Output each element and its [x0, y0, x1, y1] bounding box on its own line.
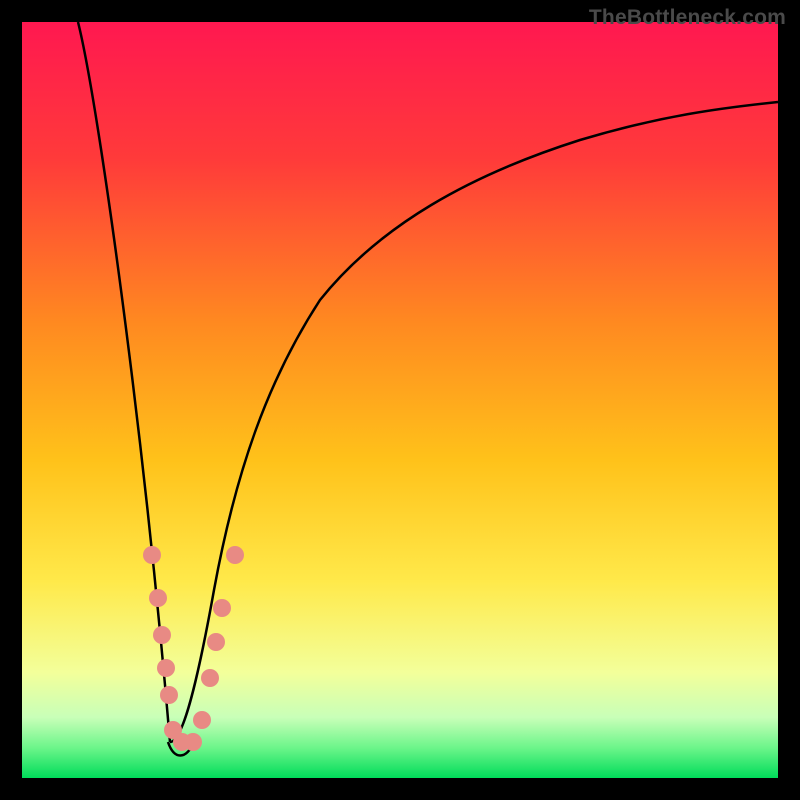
data-marker [149, 589, 167, 607]
data-marker [201, 669, 219, 687]
data-marker [207, 633, 225, 651]
data-marker [213, 599, 231, 617]
data-marker [226, 546, 244, 564]
data-marker [160, 686, 178, 704]
chart-canvas: TheBottleneck.com [0, 0, 800, 800]
data-marker [153, 626, 171, 644]
data-marker [143, 546, 161, 564]
data-marker [193, 711, 211, 729]
data-marker [184, 733, 202, 751]
data-marker [157, 659, 175, 677]
watermark-text: TheBottleneck.com [589, 6, 786, 30]
right-curve [170, 102, 778, 742]
curve-layer [0, 0, 800, 800]
markers-group [143, 546, 244, 751]
